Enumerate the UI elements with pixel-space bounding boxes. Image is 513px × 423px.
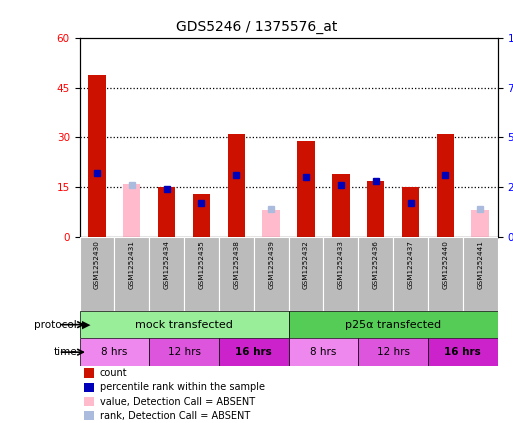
Bar (84, 383, 94, 392)
Text: GSM1252431: GSM1252431 (129, 241, 135, 289)
Text: GSM1252430: GSM1252430 (94, 241, 100, 289)
Bar (123, 184, 141, 237)
Text: protocol: protocol (34, 320, 77, 330)
Text: GSM1252438: GSM1252438 (233, 241, 239, 289)
Text: GDS5246 / 1375576_at: GDS5246 / 1375576_at (176, 20, 337, 34)
Bar (367, 181, 384, 237)
Bar (80, 311, 288, 338)
Bar (323, 237, 358, 311)
Bar (332, 174, 349, 237)
Bar (428, 338, 498, 366)
Bar (402, 187, 419, 237)
Text: GSM1252441: GSM1252441 (477, 241, 483, 289)
Bar (149, 237, 184, 311)
Text: GSM1252439: GSM1252439 (268, 241, 274, 289)
Text: time: time (53, 347, 77, 357)
Bar (288, 237, 323, 311)
Text: rank, Detection Call = ABSENT: rank, Detection Call = ABSENT (100, 411, 250, 421)
Bar (428, 237, 463, 311)
Text: GSM1252435: GSM1252435 (199, 241, 205, 289)
Bar (297, 141, 314, 237)
Bar (358, 237, 393, 311)
Bar (228, 134, 245, 237)
Bar (158, 187, 175, 237)
Bar (288, 311, 498, 338)
Text: GSM1252433: GSM1252433 (338, 241, 344, 289)
Text: GSM1252440: GSM1252440 (442, 241, 448, 289)
Text: GSM1252436: GSM1252436 (372, 241, 379, 289)
Bar (193, 194, 210, 237)
Bar (149, 338, 219, 366)
Bar (254, 237, 288, 311)
Text: 12 hrs: 12 hrs (168, 347, 201, 357)
Bar (114, 237, 149, 311)
Bar (393, 237, 428, 311)
Text: p25α transfected: p25α transfected (345, 320, 441, 330)
Text: 16 hrs: 16 hrs (444, 347, 481, 357)
Bar (358, 338, 428, 366)
Bar (437, 134, 454, 237)
Text: 16 hrs: 16 hrs (235, 347, 272, 357)
Bar (263, 210, 280, 237)
Text: 8 hrs: 8 hrs (310, 347, 337, 357)
Text: GSM1252434: GSM1252434 (164, 241, 170, 289)
Bar (184, 237, 219, 311)
Text: percentile rank within the sample: percentile rank within the sample (100, 382, 265, 392)
Bar (80, 338, 149, 366)
Text: GSM1252437: GSM1252437 (407, 241, 413, 289)
Bar (471, 210, 489, 237)
Bar (80, 237, 114, 311)
Bar (288, 338, 358, 366)
Text: value, Detection Call = ABSENT: value, Detection Call = ABSENT (100, 397, 255, 407)
Text: mock transfected: mock transfected (135, 320, 233, 330)
Bar (84, 368, 94, 378)
Bar (219, 338, 288, 366)
Bar (219, 237, 254, 311)
Text: 12 hrs: 12 hrs (377, 347, 409, 357)
Text: count: count (100, 368, 127, 378)
Text: ▶: ▶ (82, 320, 91, 330)
Bar (84, 397, 94, 406)
Text: GSM1252432: GSM1252432 (303, 241, 309, 289)
Bar (88, 74, 106, 237)
Text: 8 hrs: 8 hrs (101, 347, 128, 357)
Bar (463, 237, 498, 311)
Bar (84, 411, 94, 420)
